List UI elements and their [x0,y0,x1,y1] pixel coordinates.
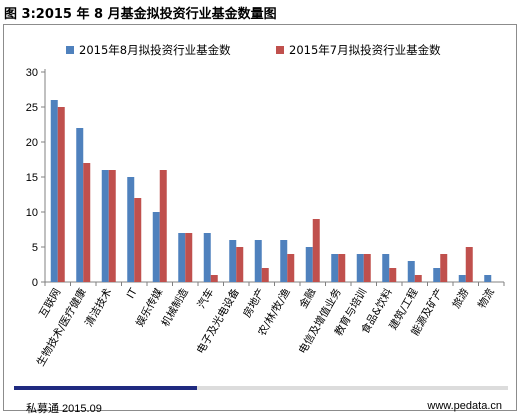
legend-label: 2015年7月拟投资行业基金数 [289,43,441,57]
bar-jul [389,268,397,282]
bar-jul [287,254,295,282]
website-label: www.pedata.cn [427,400,502,412]
bar-aug [407,261,415,282]
bar-jul [185,233,193,282]
bar-jul [108,170,116,282]
category-label: 房地产 [240,286,267,320]
category-label: 旅游 [450,286,472,311]
bar-aug [458,275,466,282]
y-tick-label: 10 [26,207,38,219]
source-label: 私募通 2015.09 [26,403,102,415]
y-tick-label: 5 [32,242,38,254]
progress-track [14,386,508,390]
bar-jul [210,275,218,282]
bar-jul [338,254,346,282]
bar-aug [127,177,135,282]
bar-aug [305,247,313,282]
bar-aug [152,212,160,282]
bar-aug [229,240,237,282]
bar-aug [178,233,186,282]
category-label: 生物技术/医疗健康 [34,286,89,369]
page-title: 图 3:2015 年 8 月基金拟投资行业基金数量图 [4,7,277,22]
bar-jul [159,170,167,282]
bar-jul [236,247,244,282]
bar-aug [50,100,58,282]
legend-swatch [66,46,74,54]
progress-fill [14,386,197,390]
bar-aug [254,240,262,282]
bar-jul [414,275,422,282]
category-label: 汽车 [195,286,217,311]
chart-frame: 0 5 10 15 20 25 30 互联网 生物技术/医疗健康 清洁技术 IT 娱乐传媒 机械制造 汽车… [3,24,517,415]
y-tick-label: 30 [26,67,38,79]
bar-aug [484,275,492,282]
bar-aug [76,128,84,282]
bar-aug [280,240,288,282]
legend-label: 2015年8月拟投资行业基金数 [79,43,231,57]
bar-jul [261,268,269,282]
bar-jul [134,198,142,282]
bar-aug [382,254,390,282]
bar-jul [363,254,371,282]
y-tick-label: 25 [26,102,38,114]
bar-jul [440,254,448,282]
bar-jul [465,247,473,282]
bar-jul [83,163,91,282]
category-label: 物流 [475,286,497,311]
y-tick-label: 15 [26,172,38,184]
category-label: IT [125,286,140,301]
category-label: 金融 [297,286,319,311]
bar-jul [312,219,320,282]
legend-swatch [276,46,284,54]
bar-aug [331,254,339,282]
bar-aug [356,254,364,282]
bar-aug [203,233,211,282]
bar-aug [433,268,441,282]
bar-jul [57,107,65,282]
y-tick-label: 0 [32,277,38,289]
y-tick-label: 20 [26,137,38,149]
category-label: 互联网 [37,287,63,320]
bar-aug [101,170,109,282]
